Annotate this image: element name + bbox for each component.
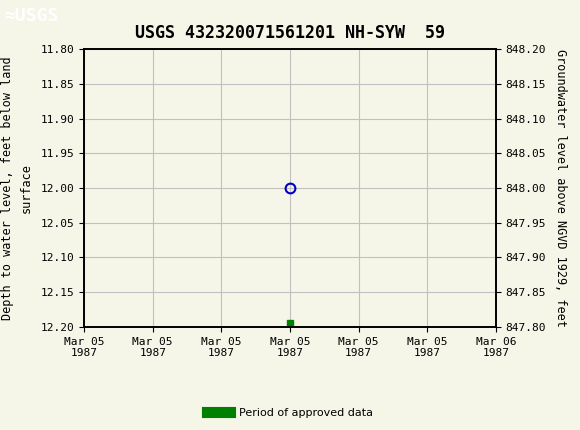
- Legend: Period of approved data: Period of approved data: [203, 403, 377, 422]
- Text: ≈USGS: ≈USGS: [5, 7, 59, 25]
- Y-axis label: Groundwater level above NGVD 1929, feet: Groundwater level above NGVD 1929, feet: [554, 49, 567, 327]
- Title: USGS 432320071561201 NH-SYW  59: USGS 432320071561201 NH-SYW 59: [135, 25, 445, 42]
- Y-axis label: Depth to water level, feet below land
surface: Depth to water level, feet below land su…: [1, 56, 32, 320]
